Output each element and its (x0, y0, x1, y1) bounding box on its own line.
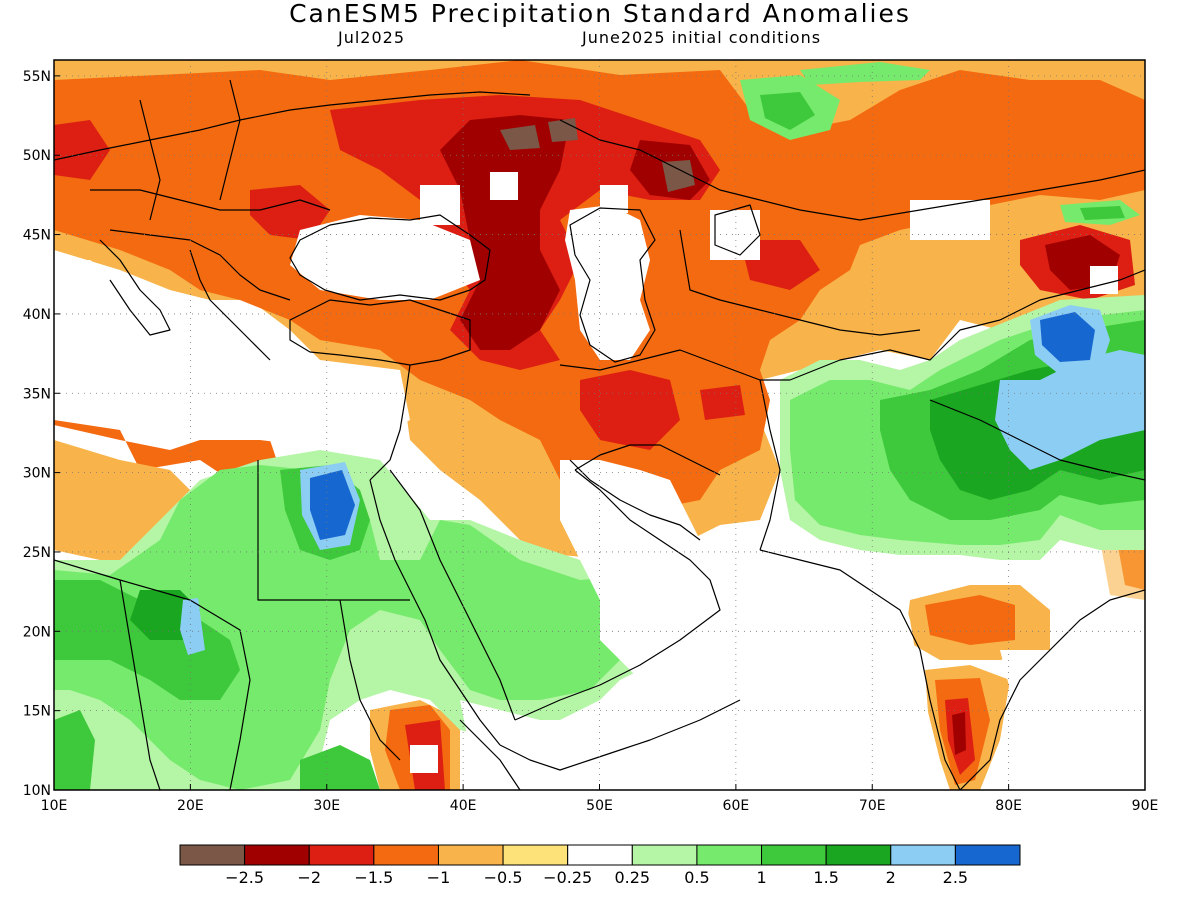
lat-tick-label: 35N (23, 386, 51, 402)
lon-tick-label: 40E (450, 798, 477, 814)
colorbar-label: −1.5 (354, 868, 393, 887)
forecast-month: Jul2025 (338, 28, 406, 47)
lat-tick-label: 40N (23, 307, 51, 323)
colorbar-swatch (179, 844, 246, 866)
map-axes: 10E 20E 30E 40E 50E 60E 70E 80E 90E 10N 15N 20N 25N 3… (23, 69, 1159, 814)
colorbar-swatch (308, 844, 375, 866)
colorbar-swatch (825, 844, 892, 866)
red-sea-coast (369, 479, 501, 746)
colorbar-label: −1 (427, 868, 451, 887)
anomaly-field (54, 60, 1145, 790)
wet-region-africa (54, 450, 720, 790)
colorbar-label: −0.25 (543, 868, 592, 887)
colorbar-swatch (244, 844, 310, 866)
masked-cells (54, 172, 1145, 790)
colorbar-swatch (761, 844, 827, 866)
lon-tick-label: 80E (995, 798, 1022, 814)
black-sea-coast (289, 214, 491, 301)
colorbar-swatch (437, 844, 504, 866)
caspian-sea-coast (569, 207, 656, 363)
initial-conditions: June2025 initial conditions (582, 28, 822, 47)
europe-borders (54, 91, 531, 161)
lon-tick-label: 50E (586, 798, 613, 814)
lon-tick-label: 60E (723, 798, 750, 814)
colorbar-label: −0.5 (484, 868, 523, 887)
colorbar-label: 0.25 (614, 868, 650, 887)
lat-tick-label: 30N (23, 466, 51, 482)
lat-tick-label: 55N (23, 69, 51, 85)
colorbar-label: 1 (756, 868, 766, 887)
colorbar-label: 2 (886, 868, 896, 887)
colorbar-label: −2.5 (225, 868, 264, 887)
colorbar-swatch (954, 844, 1021, 866)
levant-coast (369, 364, 411, 481)
map-title: CanESM5 Precipitation Standard Anomalies (289, 0, 911, 28)
lat-tick-label: 10N (23, 783, 51, 799)
lon-tick-label: 20E (177, 798, 204, 814)
india-coast (759, 549, 961, 790)
lon-tick-label: 30E (313, 798, 340, 814)
lon-tick-label: 70E (859, 798, 886, 814)
anatolia-coast (289, 299, 471, 366)
dry-cores (54, 95, 1135, 450)
italy-coast (99, 239, 171, 336)
colorbar: −2.5 −2 −1.5 −1 −0.5 −0.25 0.25 0.5 1 1.5 2 2.5 (179, 844, 1021, 887)
persian-gulf-coast (569, 459, 701, 541)
colorbar-label: −2 (297, 868, 321, 887)
colorbar-swatch (631, 844, 698, 866)
lat-tick-label: 45N (23, 228, 51, 244)
colorbar-swatch (890, 844, 956, 866)
arabia-coast (514, 469, 721, 721)
lat-tick-label: 25N (23, 545, 51, 561)
lat-tick-label: 20N (23, 624, 51, 640)
colorbar-swatch (373, 844, 439, 866)
colorbar-swatch (696, 844, 763, 866)
lon-tick-label: 90E (1132, 798, 1159, 814)
colorbar-label: 0.5 (684, 868, 709, 887)
country-borders (54, 79, 1145, 790)
colorbar-swatch (567, 844, 633, 866)
colorbar-swatch (502, 844, 569, 866)
lat-tick-label: 50N (23, 148, 51, 164)
colorbar-label: 2.5 (943, 868, 968, 887)
lat-tick-label: 15N (23, 704, 51, 720)
wet-region-south-asia (740, 62, 1145, 560)
lon-tick-label: 10E (41, 798, 68, 814)
colorbar-label: 1.5 (813, 868, 838, 887)
